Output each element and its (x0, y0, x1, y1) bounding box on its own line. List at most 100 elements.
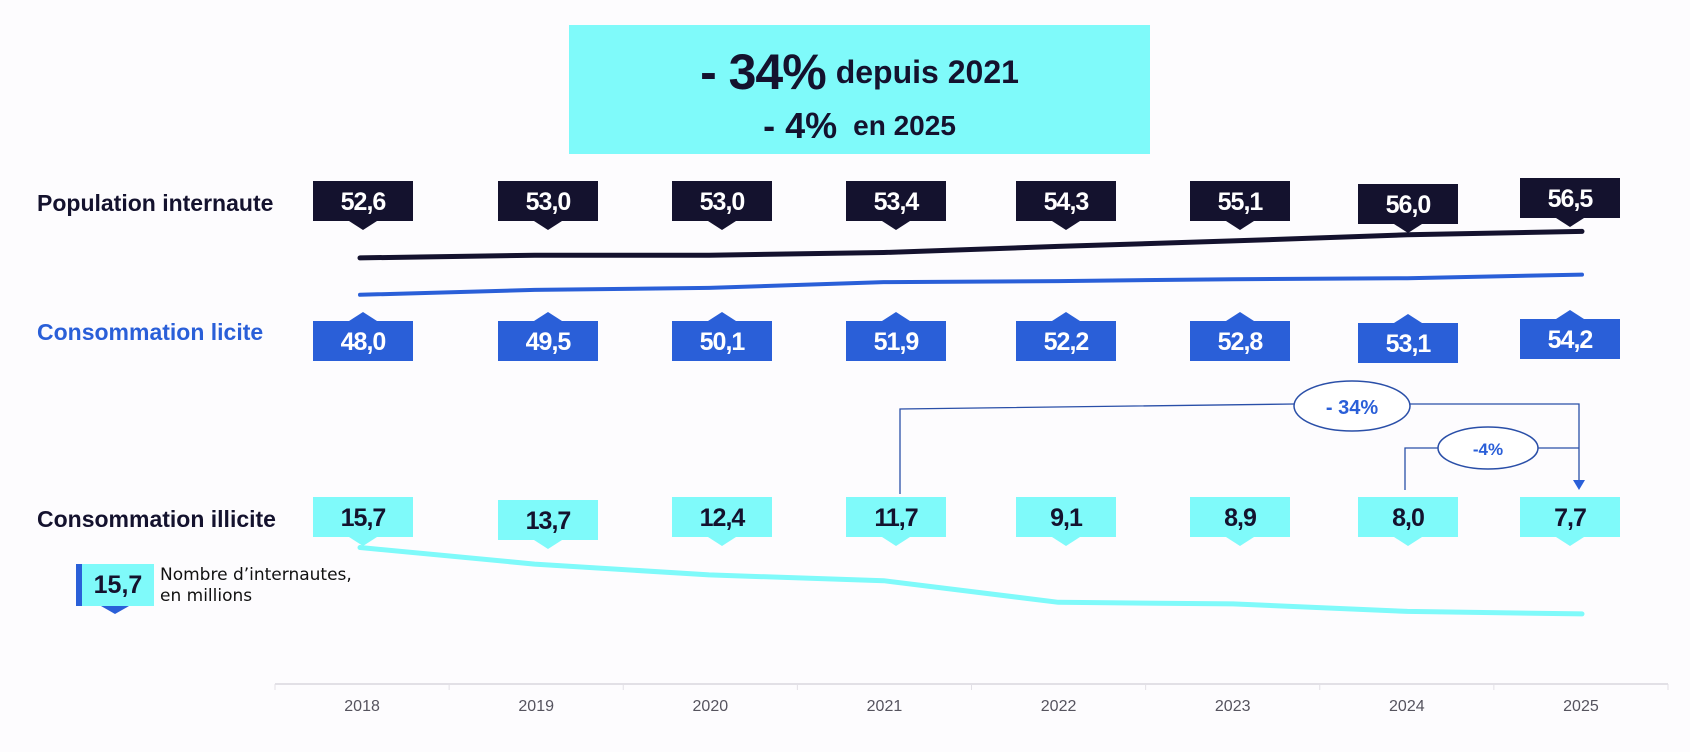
value-label-box (1190, 497, 1290, 537)
value-label-pointer-icon (1226, 221, 1254, 230)
value-label-text: 56,0 (1386, 191, 1431, 219)
illicite-line (357, 545, 1585, 617)
headline-main-value: - 34% (700, 44, 827, 100)
licite-value-label: 51,9 (846, 312, 946, 361)
population-value-label: 56,5 (1520, 178, 1620, 227)
value-label-text: 49,5 (526, 328, 572, 356)
headline-sub: - 4% en 2025 (569, 105, 1150, 147)
illicite-value-label: 9,1 (1016, 497, 1116, 546)
value-label-pointer-icon (1394, 224, 1422, 233)
value-label-pointer-icon (882, 537, 910, 546)
x-tick-label: 2025 (1563, 698, 1599, 715)
annotation-4-connector (1404, 447, 1438, 490)
value-label-pointer-icon (349, 537, 377, 546)
annotation-4-text: -4% (1473, 440, 1503, 459)
value-label-box (1520, 319, 1620, 359)
value-label-text: 13,7 (526, 507, 571, 535)
annotation-34-oval (1293, 380, 1411, 432)
value-label-box (313, 321, 413, 361)
value-label-box (498, 500, 598, 540)
value-label-box (1358, 497, 1458, 537)
licite-value-label: 53,1 (1358, 314, 1458, 363)
value-label-text: 48,0 (341, 328, 386, 356)
value-label-box (313, 497, 413, 537)
population-line (357, 228, 1585, 261)
legend-text-line2: en millions (160, 586, 253, 606)
headline-box: - 34% depuis 2021 - 4% en 2025 (569, 25, 1150, 154)
population-value-label: 53,0 (498, 181, 598, 230)
value-label-pointer-icon (708, 537, 736, 546)
value-label-text: 11,7 (874, 504, 917, 532)
value-label-text: 8,0 (1392, 504, 1424, 532)
value-label-text: 9,1 (1050, 504, 1083, 532)
x-tick-label: 2020 (693, 698, 729, 715)
value-label-pointer-icon (1394, 537, 1422, 546)
value-label-pointer-icon (534, 540, 562, 549)
value-label-box (313, 181, 413, 221)
annotation-4-oval (1437, 426, 1539, 470)
licite-value-label: 49,5 (498, 312, 598, 361)
value-label-pointer-icon (1226, 312, 1254, 321)
value-label-text: 53,4 (874, 188, 920, 216)
value-label-box (846, 497, 946, 537)
legend-sample-value: 15,7 (93, 571, 143, 599)
value-label-text: 15,7 (341, 504, 386, 532)
legend-text: Nombre d’internautes, en millions (160, 565, 352, 607)
illicite-value-label: 12,4 (672, 497, 772, 546)
annotation-34-text: - 34% (1326, 397, 1378, 419)
value-label-box (672, 497, 772, 537)
value-label-pointer-icon (1556, 537, 1584, 546)
annotation-34-connector (899, 403, 1295, 494)
licite-value-label: 50,1 (672, 312, 772, 361)
series-label-illicite: Consommation illicite (37, 506, 276, 532)
series-label-licite: Consommation licite (37, 319, 264, 345)
value-label-box (1358, 184, 1458, 224)
value-label-text: 7,7 (1554, 504, 1586, 532)
value-label-box (846, 181, 946, 221)
illicite-value-label: 13,7 (498, 500, 598, 549)
licite-value-label: 52,8 (1190, 312, 1290, 361)
value-label-pointer-icon (1394, 314, 1422, 323)
headline-main: - 34% depuis 2021 (569, 43, 1150, 101)
value-label-text: 50,1 (700, 328, 746, 356)
value-label-pointer-icon (708, 312, 736, 321)
population-value-label: 54,3 (1016, 181, 1116, 230)
legend-pointer-icon (101, 606, 129, 614)
value-label-text: 53,1 (1386, 330, 1432, 358)
headline-main-text: depuis 2021 (835, 53, 1019, 90)
x-tick-label: 2019 (518, 698, 554, 715)
value-label-box (1520, 497, 1620, 537)
population-value-label: 52,6 (313, 181, 413, 230)
annotation-arrowhead-icon (1573, 480, 1585, 490)
value-label-pointer-icon (1052, 537, 1080, 546)
value-label-text: 54,2 (1548, 326, 1593, 354)
legend-text-line1: Nombre d’internautes, (160, 565, 352, 585)
value-label-text: 53,0 (700, 188, 745, 216)
x-tick-label: 2024 (1389, 698, 1425, 715)
illicite-value-label: 11,7 (846, 497, 946, 546)
value-label-box (1190, 181, 1290, 221)
value-label-text: 52,2 (1044, 328, 1089, 356)
value-label-pointer-icon (1556, 310, 1584, 319)
value-label-box (1190, 321, 1290, 361)
legend-sample-box: 15,7 (76, 564, 154, 606)
value-label-text: 12,4 (700, 504, 746, 532)
headline-sub-text: en 2025 (853, 110, 956, 141)
licite-line (358, 272, 1584, 297)
value-label-text: 52,6 (341, 188, 386, 216)
value-label-pointer-icon (534, 221, 562, 230)
illicite-value-label: 15,7 (313, 497, 413, 546)
value-label-box (1520, 178, 1620, 218)
illicite-value-label: 8,9 (1190, 497, 1290, 546)
value-label-pointer-icon (1226, 537, 1254, 546)
x-tick-label: 2021 (867, 698, 903, 715)
value-label-box (1016, 497, 1116, 537)
x-tick-label: 2018 (344, 698, 380, 715)
value-label-text: 56,5 (1548, 185, 1594, 213)
value-label-text: 52,8 (1218, 328, 1264, 356)
value-label-box (672, 321, 772, 361)
population-value-label: 53,0 (672, 181, 772, 230)
value-label-pointer-icon (882, 221, 910, 230)
series-label-population: Population internaute (37, 190, 274, 216)
x-tick-label: 2022 (1041, 698, 1077, 715)
